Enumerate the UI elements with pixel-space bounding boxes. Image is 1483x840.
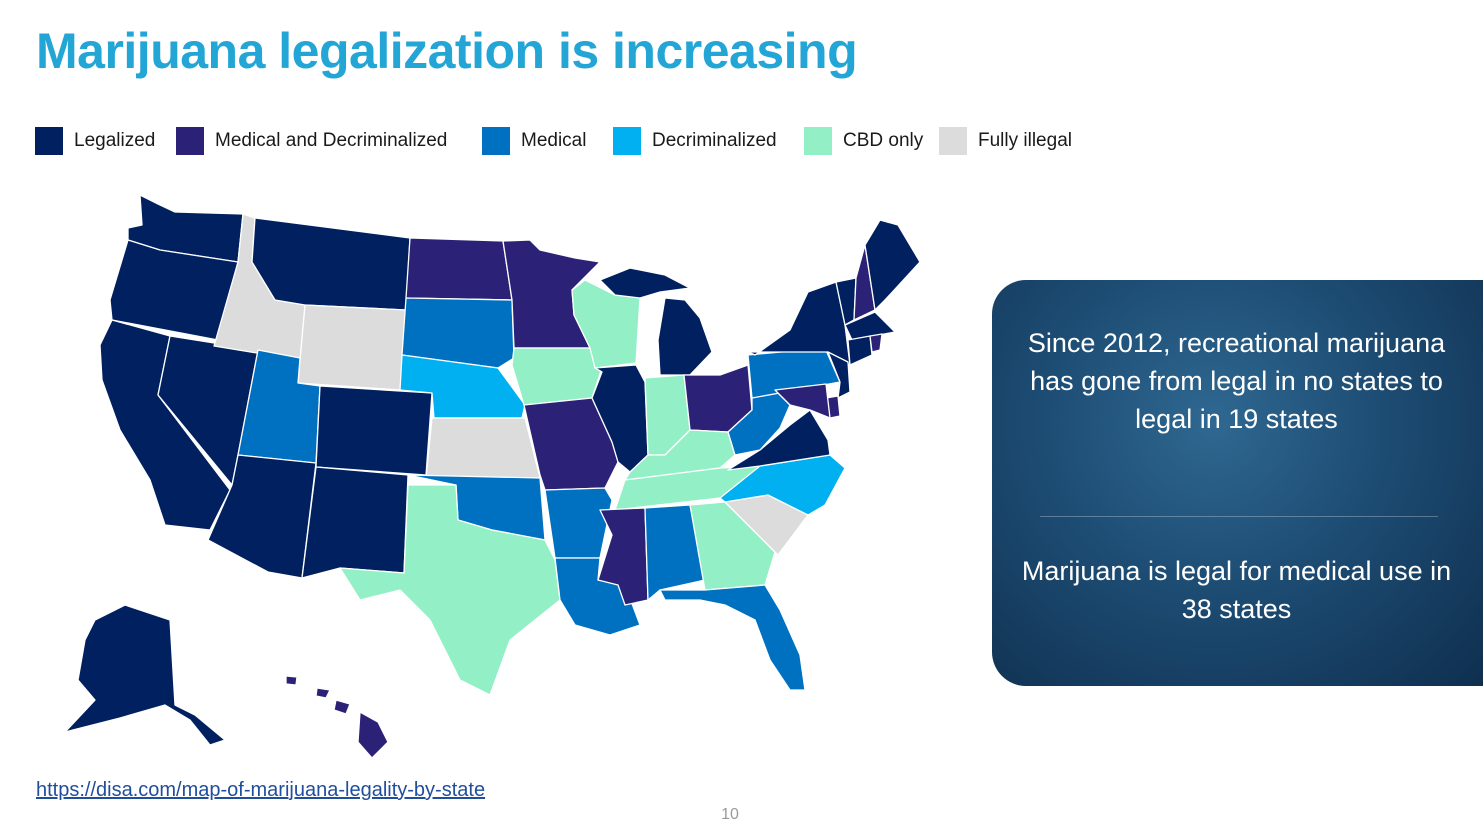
state-south-dakota: [401, 297, 515, 369]
legend-label-cbd-only: CBD only: [843, 130, 924, 151]
state-michigan-upper: [599, 267, 691, 299]
state-hawaii-kauai: [285, 675, 298, 686]
source-link[interactable]: https://disa.com/map-of-marijuana-legali…: [36, 779, 486, 801]
state-hawaii-maui: [333, 699, 351, 715]
state-new-mexico: [301, 466, 409, 579]
state-iowa: [511, 347, 603, 406]
medical-stat-text: Marijuana is legal for medical use in 38…: [1021, 556, 1452, 624]
state-maine: [864, 219, 921, 311]
legend-swatch-legalized: [35, 127, 63, 155]
legend-item-cbd-only: CBD only: [804, 127, 923, 155]
state-new-york: [747, 281, 851, 366]
state-wyoming: [297, 304, 407, 391]
state-florida: [659, 584, 806, 691]
state-arkansas: [544, 487, 613, 559]
info-panel: Since 2012, recreational marijuana has g…: [992, 280, 1483, 686]
info-divider: [1040, 516, 1438, 517]
state-hawaii: [357, 711, 389, 759]
state-montana: [251, 217, 411, 311]
legend-label-fully-illegal: Fully illegal: [978, 130, 1072, 151]
state-rhode-island: [869, 333, 883, 353]
us-map: [40, 180, 940, 760]
legend-swatch-medical: [482, 127, 510, 155]
state-maryland: [774, 383, 831, 419]
legend-swatch-fully-illegal: [939, 127, 967, 155]
state-illinois: [591, 364, 649, 473]
state-colorado: [315, 385, 433, 476]
legend-item-fully-illegal: Fully illegal: [939, 127, 1072, 155]
legend-item-legalized: Legalized: [35, 127, 155, 155]
state-north-dakota: [405, 237, 513, 301]
legend-item-decriminalized: Decriminalized: [613, 127, 777, 155]
legend-swatch-medical-decriminalized: [176, 127, 204, 155]
state-texas: [339, 484, 561, 696]
state-alabama: [644, 504, 706, 601]
state-michigan: [657, 297, 713, 376]
state-georgia: [689, 501, 776, 591]
legend-label-decriminalized: Decriminalized: [652, 130, 777, 151]
legend-label-medical-decriminalized: Medical and Decriminalized: [215, 130, 448, 151]
state-wisconsin: [571, 279, 641, 369]
state-hawaii-oahu: [315, 687, 331, 699]
legend-label-legalized: Legalized: [74, 130, 156, 151]
state-connecticut: [847, 335, 873, 366]
slide-title: Marijuana legalization is increasing: [36, 23, 858, 79]
state-louisiana: [554, 557, 641, 636]
state-virginia: [727, 409, 831, 471]
legend-swatch-cbd-only: [804, 127, 832, 155]
us-map-svg: [64, 194, 921, 759]
state-massachusetts: [844, 311, 896, 341]
state-new-jersey: [827, 351, 851, 399]
state-kansas: [425, 417, 541, 479]
recreational-stat-text: Since 2012, recreational marijuana has g…: [1027, 328, 1446, 434]
page-number: 10: [721, 806, 739, 823]
legend-item-medical: Medical: [482, 127, 586, 155]
legend-item-medical-decriminalized: Medical and Decriminalized: [176, 127, 447, 155]
state-alaska: [64, 604, 226, 746]
legend-swatch-decriminalized: [613, 127, 641, 155]
legend-label-medical: Medical: [521, 130, 587, 151]
